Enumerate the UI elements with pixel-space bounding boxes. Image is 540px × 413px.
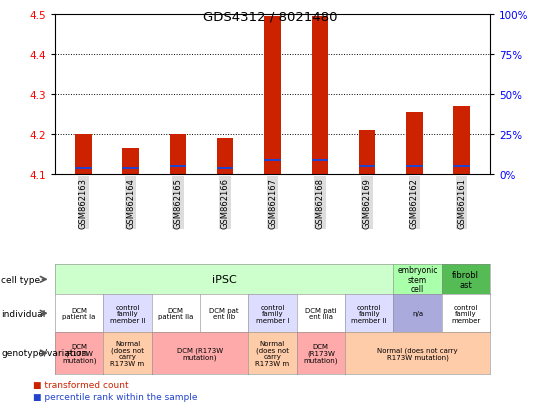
Text: DCM pati
ent IIIa: DCM pati ent IIIa	[305, 307, 336, 320]
Bar	[123, 167, 139, 170]
Text: DCM pat
ent IIb: DCM pat ent IIb	[210, 307, 239, 320]
Text: control
family
member II: control family member II	[352, 304, 387, 323]
Bar	[359, 131, 375, 175]
Text: ■ percentile rank within the sample: ■ percentile rank within the sample	[33, 392, 198, 401]
Bar	[454, 165, 470, 168]
Bar	[312, 159, 328, 162]
Bar	[75, 135, 92, 175]
Bar	[406, 113, 423, 175]
Bar	[217, 167, 233, 170]
Text: DCM
patient IIa: DCM patient IIa	[158, 307, 193, 320]
Bar	[454, 107, 470, 175]
Text: Normal
(does not
carry
R173W m: Normal (does not carry R173W m	[111, 340, 145, 366]
Text: cell type: cell type	[1, 275, 40, 284]
Text: control
family
member II: control family member II	[110, 304, 145, 323]
Bar	[75, 167, 92, 170]
Text: individual: individual	[1, 309, 45, 318]
Text: embryonic
stem
cell: embryonic stem cell	[397, 266, 438, 294]
Bar	[264, 17, 281, 175]
Text: ■ transformed count: ■ transformed count	[33, 380, 129, 389]
Text: iPSC: iPSC	[212, 275, 237, 285]
Text: DCM
patient Ia: DCM patient Ia	[63, 307, 96, 320]
Text: control
family
member I: control family member I	[256, 304, 289, 323]
Text: DCM
(R173W
mutation): DCM (R173W mutation)	[62, 343, 97, 363]
Bar	[170, 165, 186, 168]
Text: Normal
(does not
carry
R173W m: Normal (does not carry R173W m	[255, 340, 289, 366]
Text: Normal (does not carry
R173W mutation): Normal (does not carry R173W mutation)	[377, 347, 458, 360]
Text: GDS4312 / 8021480: GDS4312 / 8021480	[202, 10, 338, 23]
Text: fibrobl
ast: fibrobl ast	[453, 270, 480, 289]
Bar	[406, 165, 423, 168]
Bar	[170, 135, 186, 175]
Text: genotype/variation: genotype/variation	[1, 349, 87, 358]
Text: control
family
member: control family member	[451, 304, 481, 323]
Bar	[264, 159, 281, 162]
Bar	[312, 17, 328, 175]
Bar	[123, 149, 139, 175]
Bar	[359, 165, 375, 168]
Text: n/a: n/a	[412, 311, 423, 316]
Text: DCM (R173W
mutation): DCM (R173W mutation)	[177, 347, 223, 360]
Text: DCM
(R173W
mutation): DCM (R173W mutation)	[303, 343, 338, 363]
Bar	[217, 139, 233, 175]
